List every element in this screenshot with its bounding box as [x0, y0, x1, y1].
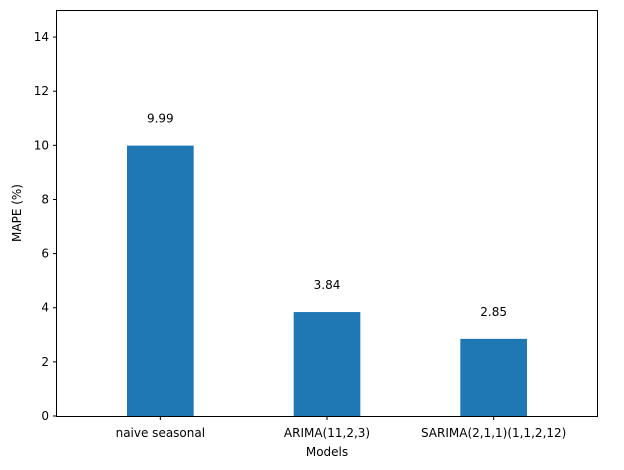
y-tick-label: 12 [34, 84, 49, 98]
data-label: 2.85 [480, 305, 507, 319]
y-tick-label: 8 [41, 192, 49, 206]
y-axis-label: MAPE (%) [10, 184, 24, 242]
bar [127, 146, 194, 416]
x-axis-ticks: naive seasonal ARIMA(11,2,3) SARIMA(2,1,1)… [116, 416, 567, 440]
y-axis-ticks: 0 2 4 6 8 10 12 14 [34, 30, 57, 423]
x-tick-label: SARIMA(2,1,1)(1,1,2,12) [421, 426, 566, 440]
y-tick-label: 4 [41, 301, 49, 315]
bar [294, 312, 361, 416]
x-tick-label: ARIMA(11,2,3) [284, 426, 370, 440]
x-axis-label: Models [306, 445, 348, 459]
x-tick-label: naive seasonal [116, 426, 205, 440]
y-tick-label: 0 [41, 409, 49, 423]
y-tick-label: 6 [41, 247, 49, 261]
data-label: 3.84 [314, 278, 341, 292]
y-tick-label: 14 [34, 30, 49, 44]
y-tick-label: 10 [34, 138, 49, 152]
data-labels: 9.99 3.84 2.85 [147, 112, 507, 319]
data-label: 9.99 [147, 112, 174, 126]
y-tick-label: 2 [41, 355, 49, 369]
bar [460, 339, 527, 416]
